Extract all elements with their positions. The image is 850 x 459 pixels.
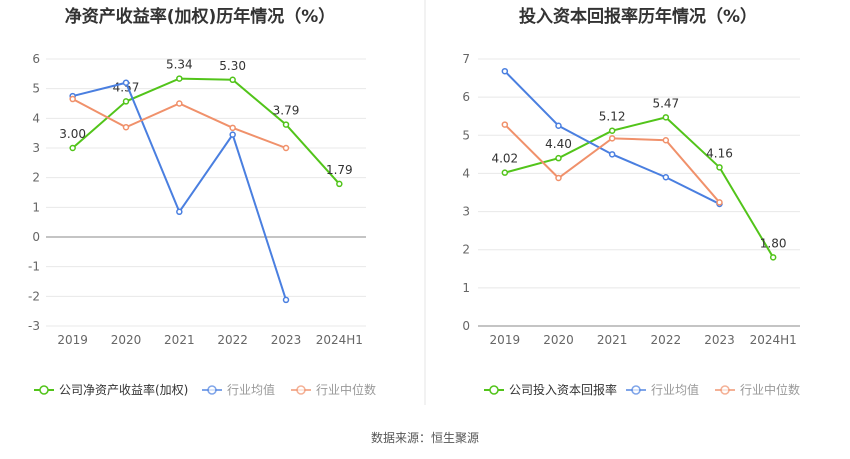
- x-tick-label: 2023: [271, 333, 302, 347]
- y-tick-label: 2: [462, 243, 470, 257]
- data-point: [122, 123, 130, 131]
- legend-label: 行业均值: [227, 382, 275, 397]
- y-tick-label: -1: [28, 260, 40, 274]
- data-label: 4.02: [491, 152, 518, 166]
- legend-marker: [631, 385, 641, 395]
- data-point: [176, 208, 183, 216]
- data-point: [229, 76, 236, 84]
- legend-marker: [207, 385, 217, 395]
- y-tick-label: 1: [32, 200, 40, 214]
- data-label: 4.16: [706, 146, 733, 160]
- data-label: 3.79: [273, 104, 300, 118]
- y-tick-label: 3: [462, 205, 470, 219]
- legend-marker: [489, 385, 499, 395]
- data-point: [555, 154, 562, 162]
- y-tick-label: 0: [32, 230, 40, 244]
- legend-label: 行业中位数: [740, 382, 800, 397]
- data-label: 5.34: [166, 58, 193, 72]
- data-point: [176, 75, 183, 82]
- legend-marker: [296, 385, 306, 395]
- x-tick-label: 2019: [490, 333, 521, 347]
- data-point: [336, 180, 343, 188]
- data-label: 5.47: [652, 96, 679, 110]
- y-tick-label: -3: [28, 319, 40, 333]
- data-label: 1.79: [326, 163, 353, 177]
- data-point: [555, 122, 562, 129]
- x-tick-label: 2023: [704, 333, 735, 347]
- data-point: [501, 121, 509, 128]
- chart-title: 投入资本回报率历年情况（%）: [519, 6, 757, 27]
- data-point: [662, 114, 670, 121]
- data-point: [716, 199, 723, 206]
- x-tick-label: 2022: [651, 333, 682, 347]
- data-point: [122, 79, 130, 86]
- data-source-note: 数据来源：恒生聚源: [370, 431, 479, 445]
- y-tick-label: 0: [462, 319, 470, 333]
- y-tick-label: 4: [32, 111, 40, 125]
- y-tick-label: 2: [32, 171, 40, 185]
- y-tick-label: 3: [32, 141, 40, 155]
- data-point: [69, 95, 76, 103]
- x-tick-label: 2021: [597, 333, 628, 347]
- legend-label: 行业均值: [651, 382, 699, 397]
- x-tick-label: 2021: [164, 333, 195, 347]
- series-line: [504, 116, 775, 258]
- legend-marker: [720, 385, 730, 395]
- data-point: [608, 135, 616, 142]
- y-tick-label: 5: [462, 128, 470, 142]
- y-tick-label: 4: [462, 166, 470, 180]
- data-point: [69, 144, 76, 152]
- series-line: [72, 77, 341, 185]
- data-label: 1.80: [760, 236, 787, 250]
- x-tick-label: 2020: [111, 333, 142, 347]
- data-point: [555, 174, 562, 182]
- x-tick-label: 2024H1: [316, 333, 363, 347]
- data-point: [501, 67, 509, 75]
- data-point: [716, 164, 723, 171]
- data-point: [662, 173, 670, 181]
- y-tick-label: 1: [462, 281, 470, 295]
- y-tick-label: 6: [462, 90, 470, 104]
- x-tick-label: 2019: [57, 333, 88, 347]
- y-tick-label: 7: [462, 52, 470, 66]
- y-tick-label: -2: [28, 289, 40, 303]
- x-tick-label: 2024H1: [750, 333, 797, 347]
- data-point: [229, 124, 236, 132]
- data-point: [769, 254, 777, 261]
- legend-marker: [39, 385, 49, 395]
- legend-label: 行业中位数: [316, 382, 376, 397]
- y-tick-label: 5: [32, 82, 40, 96]
- data-point: [282, 296, 290, 304]
- chart-title: 净资产收益率(加权)历年情况（%）: [65, 6, 336, 27]
- data-point: [608, 127, 616, 134]
- data-point: [501, 169, 509, 176]
- legend-label: 公司投入资本回报率: [509, 382, 617, 397]
- x-tick-label: 2020: [543, 333, 574, 347]
- data-label: 5.12: [599, 110, 626, 124]
- data-point: [229, 131, 236, 138]
- data-point: [282, 121, 290, 128]
- data-label: 5.30: [219, 59, 246, 73]
- y-tick-label: 6: [32, 52, 40, 66]
- data-point: [176, 100, 183, 107]
- data-label: 4.40: [545, 137, 572, 151]
- x-tick-label: 2022: [217, 333, 248, 347]
- data-point: [662, 136, 670, 144]
- data-point: [282, 144, 290, 152]
- data-point: [122, 98, 130, 105]
- data-point: [608, 151, 616, 158]
- legend-label: 公司净资产收益率(加权): [59, 382, 188, 397]
- data-label: 3.00: [59, 127, 86, 141]
